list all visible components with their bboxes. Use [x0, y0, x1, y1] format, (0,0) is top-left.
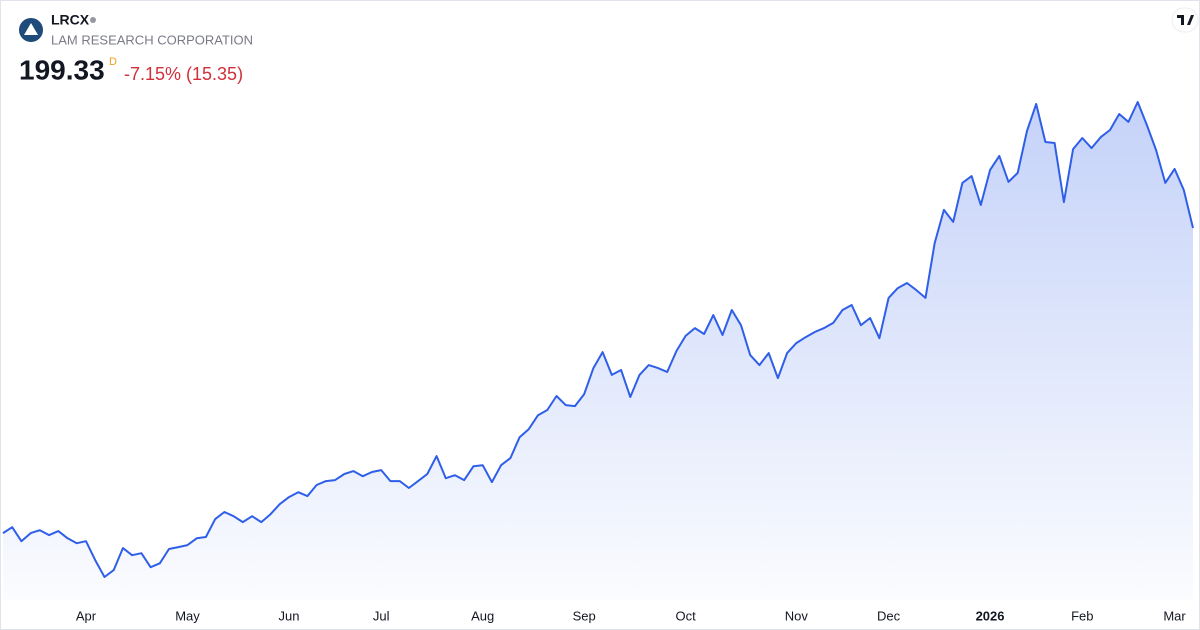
tv-logo[interactable]	[1171, 7, 1199, 33]
symbol: LRCX	[51, 12, 90, 28]
x-tick-label: Aug	[471, 608, 494, 623]
area-fill	[3, 102, 1193, 600]
x-tick-label: Jul	[373, 608, 390, 623]
x-tick-label: Sep	[573, 608, 596, 623]
price-line	[2, 101, 1194, 578]
x-tick-label: Apr	[76, 608, 97, 623]
company-name: LAM RESEARCH CORPORATION	[51, 32, 253, 47]
price: 199.33	[19, 54, 105, 85]
logo-mark	[24, 23, 38, 35]
x-tick-label: Jun	[278, 608, 299, 623]
x-tick-label: Oct	[676, 608, 697, 623]
x-tick-label: May	[175, 608, 200, 623]
session: D	[109, 56, 117, 68]
change: -7.15% (15.35)	[124, 64, 243, 84]
x-tick-label: Feb	[1071, 608, 1093, 623]
x-tick-label: Mar	[1163, 608, 1186, 623]
x-tick-label: Nov	[785, 608, 809, 623]
tv-logo-mark	[1177, 15, 1194, 25]
x-tick-label: 2026	[976, 608, 1005, 623]
plot: Apr May Jun Jul Aug Sep Oct Nov Dec 2026 Feb Mar	[2, 101, 1194, 623]
x-tick-label: Dec	[877, 608, 901, 623]
status-dot	[90, 17, 96, 23]
